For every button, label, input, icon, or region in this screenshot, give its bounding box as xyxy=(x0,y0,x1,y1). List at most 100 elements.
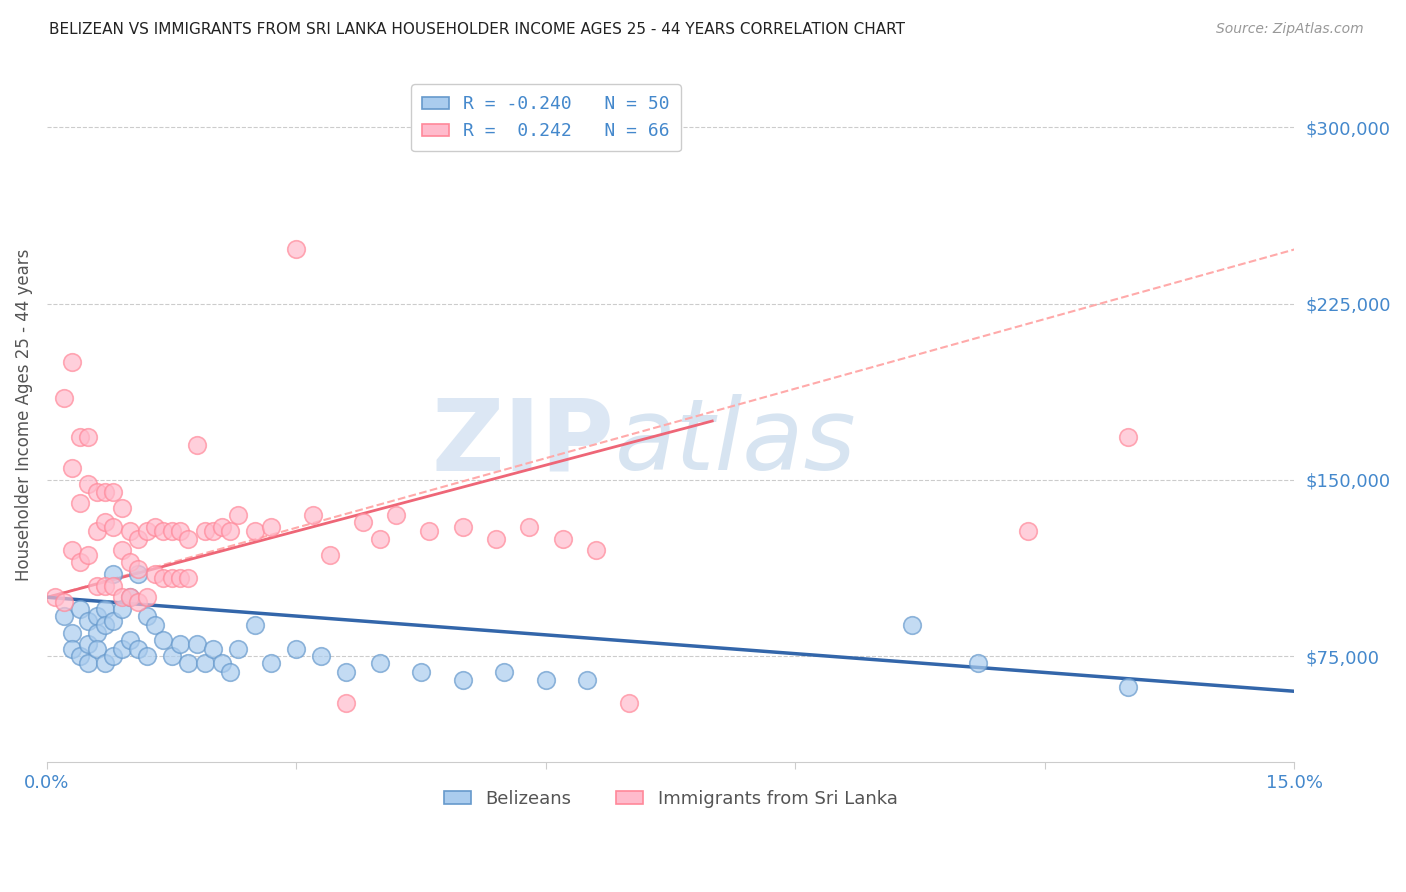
Point xyxy=(211,520,233,534)
Point xyxy=(77,656,100,670)
Point xyxy=(160,524,183,539)
Point xyxy=(103,566,125,581)
Point xyxy=(77,614,100,628)
Legend: Belizeans, Immigrants from Sri Lanka: Belizeans, Immigrants from Sri Lanka xyxy=(436,782,905,815)
Point xyxy=(585,543,607,558)
Point xyxy=(177,532,200,546)
Point xyxy=(77,548,100,562)
Point xyxy=(177,572,200,586)
Point xyxy=(226,508,249,522)
Point xyxy=(368,656,391,670)
Point xyxy=(94,515,117,529)
Point xyxy=(69,602,91,616)
Point xyxy=(152,572,174,586)
Point xyxy=(127,532,149,546)
Point xyxy=(318,548,340,562)
Point xyxy=(302,508,325,522)
Point xyxy=(494,665,516,680)
Point xyxy=(352,515,374,529)
Point xyxy=(86,484,108,499)
Point xyxy=(135,648,157,663)
Point xyxy=(485,532,508,546)
Point xyxy=(86,578,108,592)
Point xyxy=(111,543,134,558)
Point xyxy=(335,665,357,680)
Point xyxy=(451,520,474,534)
Point xyxy=(60,642,83,657)
Point xyxy=(135,609,157,624)
Point xyxy=(52,391,75,405)
Point xyxy=(86,625,108,640)
Point xyxy=(218,665,240,680)
Point xyxy=(120,591,142,605)
Point xyxy=(160,648,183,663)
Point xyxy=(103,484,125,499)
Point xyxy=(260,656,283,670)
Point xyxy=(111,500,134,515)
Point xyxy=(534,673,557,687)
Point xyxy=(186,637,208,651)
Point xyxy=(111,642,134,657)
Point xyxy=(127,595,149,609)
Point xyxy=(103,614,125,628)
Text: ZIP: ZIP xyxy=(432,394,614,491)
Point xyxy=(94,578,117,592)
Point xyxy=(385,508,408,522)
Point xyxy=(86,642,108,657)
Point xyxy=(451,673,474,687)
Point xyxy=(211,656,233,670)
Point xyxy=(86,524,108,539)
Point xyxy=(1116,680,1139,694)
Text: BELIZEAN VS IMMIGRANTS FROM SRI LANKA HOUSEHOLDER INCOME AGES 25 - 44 YEARS CORR: BELIZEAN VS IMMIGRANTS FROM SRI LANKA HO… xyxy=(49,22,905,37)
Point xyxy=(94,656,117,670)
Point xyxy=(1017,524,1039,539)
Point xyxy=(411,665,433,680)
Point xyxy=(152,524,174,539)
Point xyxy=(120,591,142,605)
Point xyxy=(103,520,125,534)
Y-axis label: Householder Income Ages 25 - 44 years: Householder Income Ages 25 - 44 years xyxy=(15,249,32,582)
Point xyxy=(69,555,91,569)
Point xyxy=(120,632,142,647)
Text: Source: ZipAtlas.com: Source: ZipAtlas.com xyxy=(1216,22,1364,37)
Point xyxy=(127,562,149,576)
Point xyxy=(335,696,357,710)
Point xyxy=(285,642,308,657)
Point xyxy=(243,618,266,632)
Point xyxy=(576,673,599,687)
Point xyxy=(77,430,100,444)
Point xyxy=(143,520,166,534)
Point xyxy=(285,243,308,257)
Point xyxy=(120,555,142,569)
Point xyxy=(69,496,91,510)
Point xyxy=(60,543,83,558)
Point xyxy=(44,591,66,605)
Point xyxy=(617,696,640,710)
Point xyxy=(52,609,75,624)
Point xyxy=(169,524,191,539)
Point xyxy=(111,602,134,616)
Point xyxy=(202,642,225,657)
Point xyxy=(103,578,125,592)
Text: atlas: atlas xyxy=(614,394,856,491)
Point xyxy=(418,524,440,539)
Point xyxy=(202,524,225,539)
Point xyxy=(94,618,117,632)
Point xyxy=(152,632,174,647)
Point xyxy=(135,591,157,605)
Point xyxy=(226,642,249,657)
Point xyxy=(94,602,117,616)
Point xyxy=(368,532,391,546)
Point xyxy=(169,572,191,586)
Point xyxy=(103,648,125,663)
Point xyxy=(52,595,75,609)
Point xyxy=(127,642,149,657)
Point xyxy=(218,524,240,539)
Point xyxy=(194,524,217,539)
Point xyxy=(311,648,333,663)
Point xyxy=(120,524,142,539)
Point xyxy=(69,430,91,444)
Point xyxy=(135,524,157,539)
Point xyxy=(127,566,149,581)
Point xyxy=(60,625,83,640)
